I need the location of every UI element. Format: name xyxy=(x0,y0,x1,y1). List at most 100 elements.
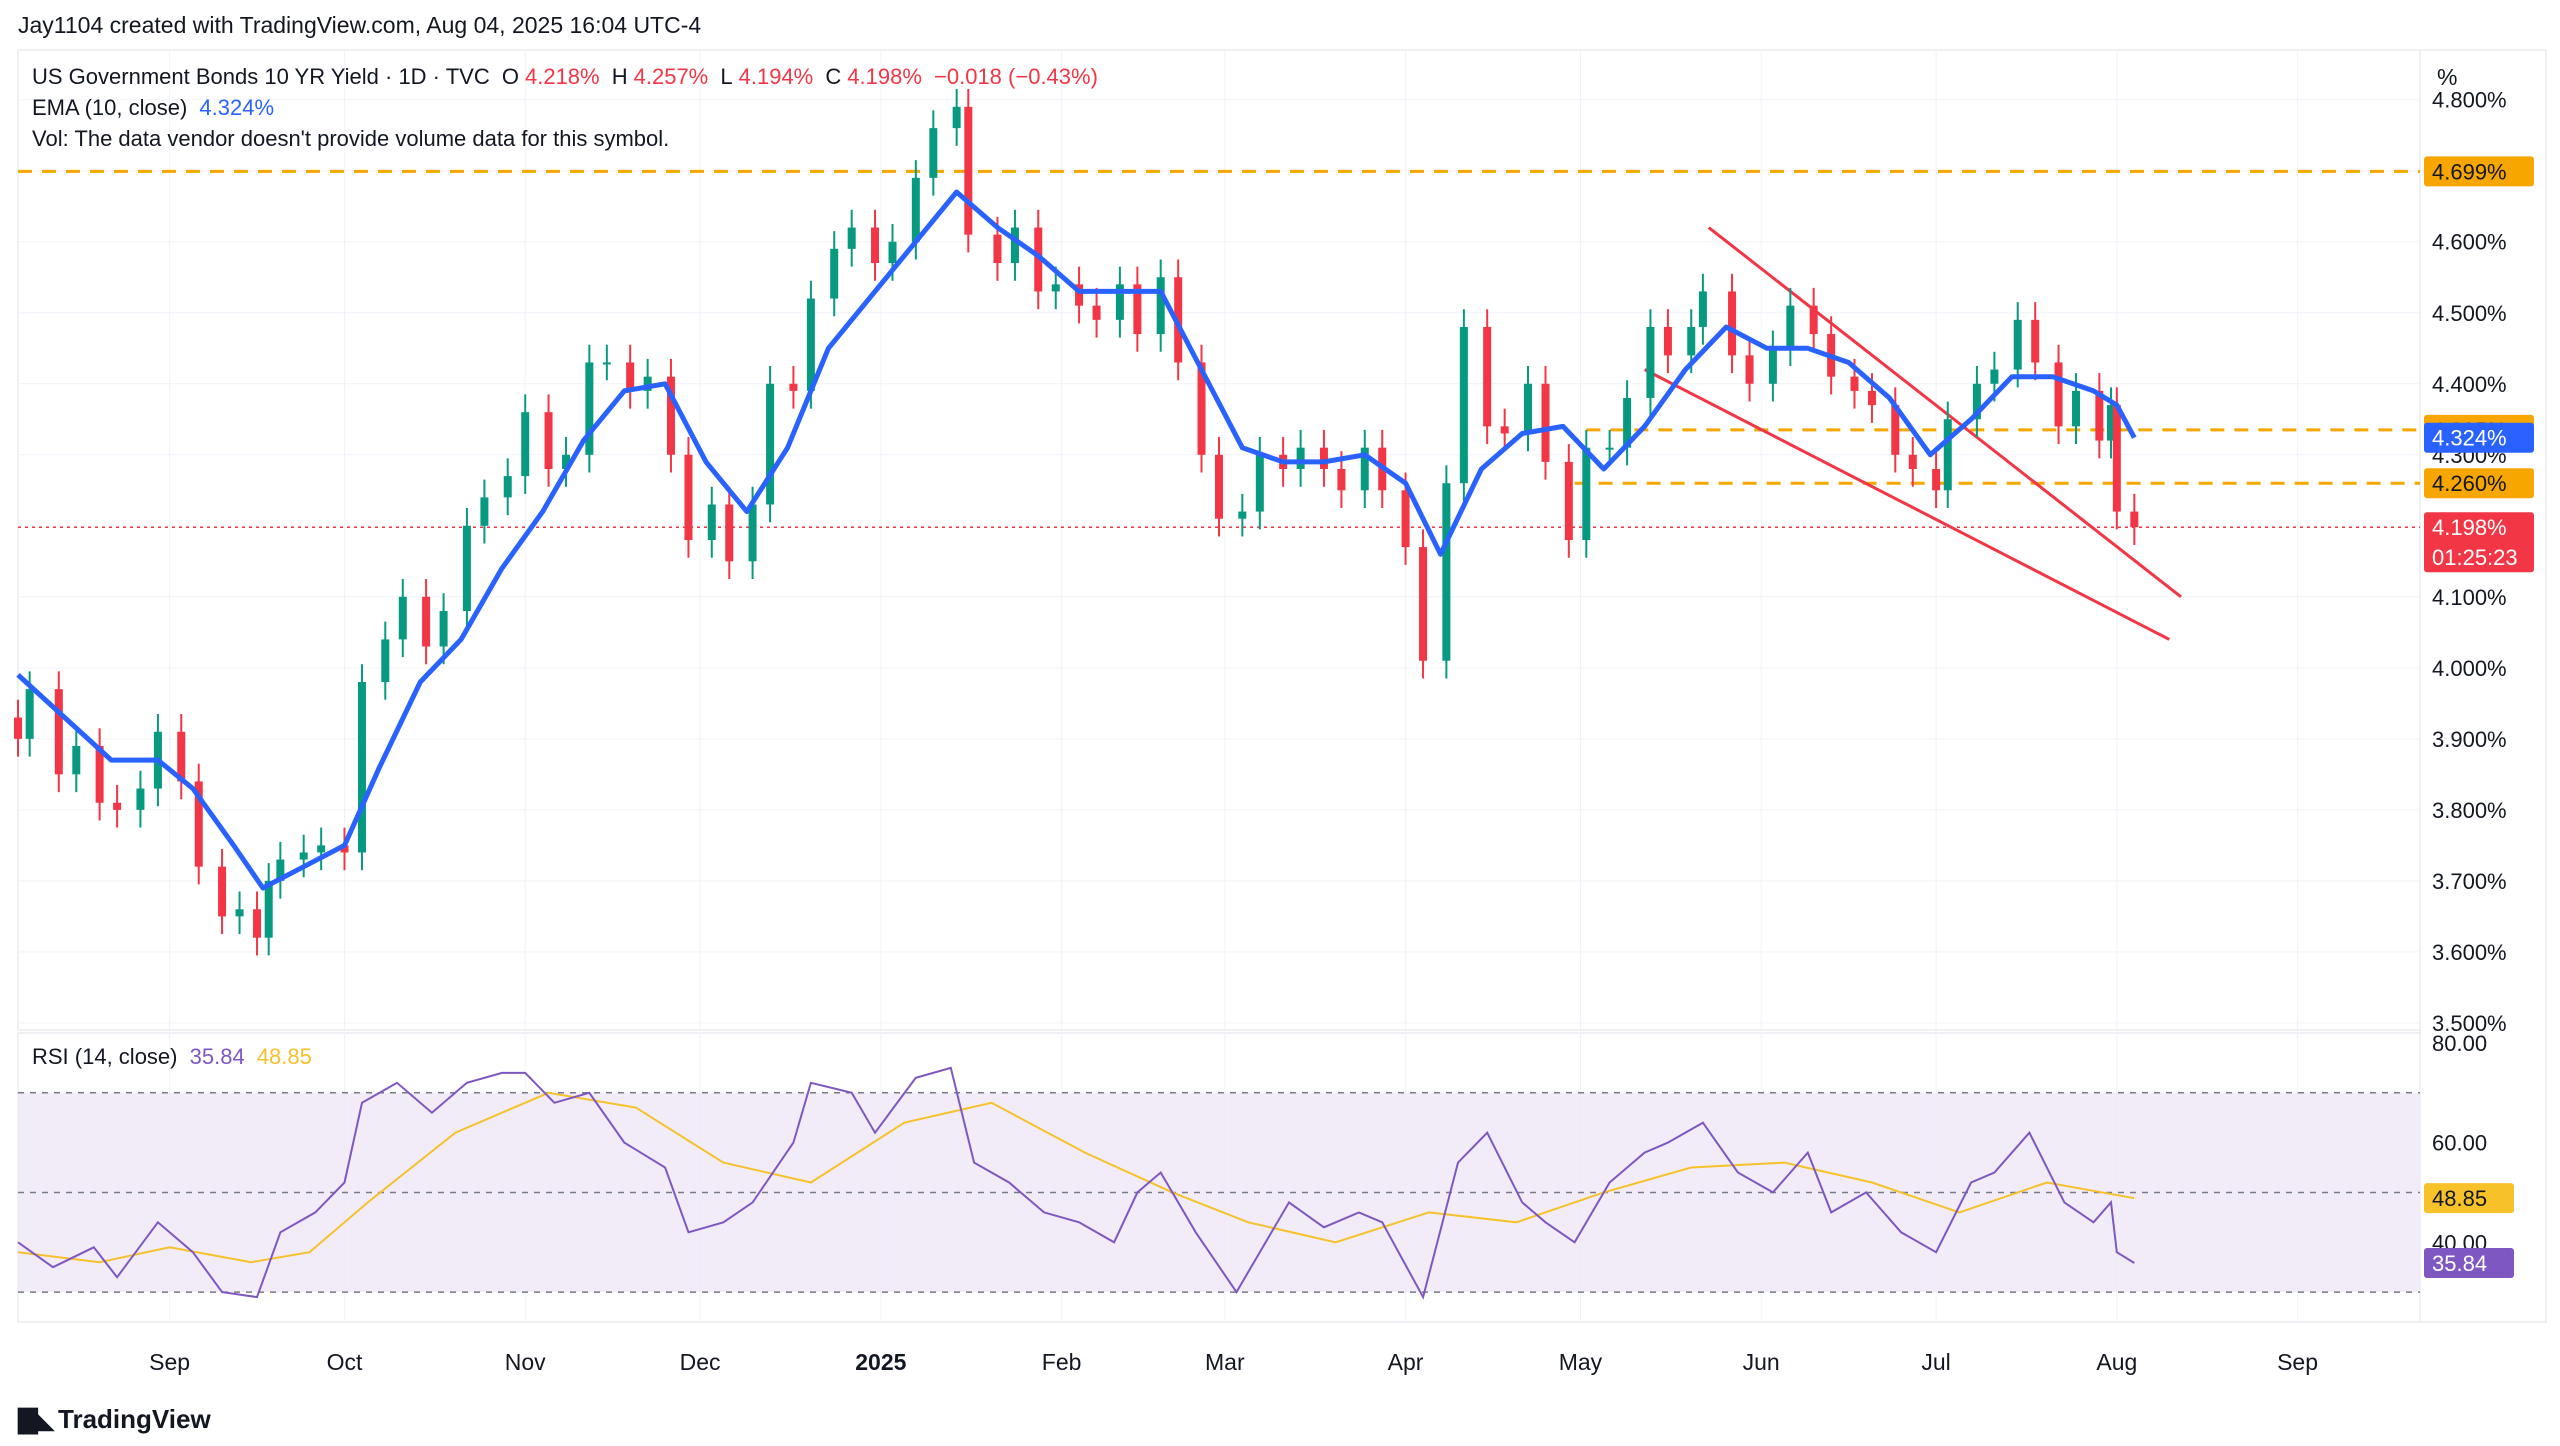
candle[interactable] xyxy=(1034,227,1043,292)
candle[interactable] xyxy=(1809,305,1818,335)
candle[interactable] xyxy=(929,128,938,178)
ema-line[interactable] xyxy=(16,189,2137,891)
candle[interactable] xyxy=(1605,447,1614,450)
candle[interactable] xyxy=(602,362,611,365)
price-unit-label[interactable]: % xyxy=(2437,64,2458,90)
candle[interactable] xyxy=(1891,405,1900,455)
candle[interactable] xyxy=(95,745,104,803)
candle[interactable] xyxy=(177,731,186,782)
candle[interactable] xyxy=(1990,369,1999,384)
candle[interactable] xyxy=(357,682,366,853)
candle[interactable] xyxy=(952,106,961,129)
candle[interactable] xyxy=(1133,284,1142,335)
candle[interactable] xyxy=(1092,305,1101,320)
candle[interactable] xyxy=(194,781,203,867)
candle[interactable] xyxy=(72,745,81,775)
candle[interactable] xyxy=(993,234,1002,264)
candle[interactable] xyxy=(276,859,285,881)
candle[interactable] xyxy=(54,689,63,775)
candle[interactable] xyxy=(14,717,22,739)
candle[interactable] xyxy=(847,227,856,249)
candle[interactable] xyxy=(544,412,553,469)
candle[interactable] xyxy=(422,596,431,647)
candle[interactable] xyxy=(830,248,839,299)
candle[interactable] xyxy=(398,596,407,640)
candle[interactable] xyxy=(1867,390,1876,406)
candle[interactable] xyxy=(1319,447,1328,469)
candle[interactable] xyxy=(1698,291,1707,327)
tradingview-logo[interactable]: ▇◣ TradingView xyxy=(18,1404,211,1435)
candle[interactable] xyxy=(1419,547,1428,661)
candle[interactable] xyxy=(684,454,693,540)
candle[interactable] xyxy=(1943,419,1952,491)
candle[interactable] xyxy=(888,241,897,264)
candle[interactable] xyxy=(1197,362,1206,455)
candle[interactable] xyxy=(707,504,716,540)
candle[interactable] xyxy=(1786,305,1795,349)
candle[interactable] xyxy=(871,227,880,264)
candle[interactable] xyxy=(2013,319,2022,370)
candle[interactable] xyxy=(1745,355,1754,384)
candle[interactable] xyxy=(1401,490,1410,548)
candle[interactable] xyxy=(2072,390,2081,427)
candle[interactable] xyxy=(1483,326,1492,427)
candle[interactable] xyxy=(299,852,308,860)
candle[interactable] xyxy=(964,106,973,235)
candle[interactable] xyxy=(317,845,326,853)
candle[interactable] xyxy=(1850,376,1859,391)
candle[interactable] xyxy=(218,866,227,917)
symbol-name[interactable]: US Government Bonds 10 YR Yield · 1D · T… xyxy=(32,64,490,89)
candle[interactable] xyxy=(1932,468,1941,491)
candle[interactable] xyxy=(1360,447,1369,491)
candle[interactable] xyxy=(503,476,512,498)
candle[interactable] xyxy=(766,383,775,505)
candle[interactable] xyxy=(1768,348,1777,384)
candle[interactable] xyxy=(136,788,145,810)
candle[interactable] xyxy=(1075,284,1084,306)
price-axis[interactable] xyxy=(2419,49,2547,1323)
candle[interactable] xyxy=(585,362,594,455)
candle[interactable] xyxy=(462,525,471,612)
candle[interactable] xyxy=(2107,405,2116,441)
candle[interactable] xyxy=(1010,227,1019,264)
candle[interactable] xyxy=(235,909,244,917)
candle[interactable] xyxy=(340,845,349,853)
candle[interactable] xyxy=(626,362,635,391)
candle[interactable] xyxy=(1238,511,1247,519)
candle[interactable] xyxy=(1728,291,1737,356)
rsi-label[interactable]: RSI (14, close) xyxy=(32,1044,178,1069)
candle[interactable] xyxy=(1541,383,1550,462)
trendline[interactable] xyxy=(1643,368,2170,641)
candle[interactable] xyxy=(1337,468,1346,491)
candle[interactable] xyxy=(2095,390,2104,441)
candle[interactable] xyxy=(480,497,489,526)
candle[interactable] xyxy=(1582,447,1591,540)
candle[interactable] xyxy=(253,909,262,938)
rsi-ma-line[interactable] xyxy=(17,1091,2135,1264)
candle[interactable] xyxy=(1500,426,1509,434)
candle[interactable] xyxy=(643,376,652,391)
candle[interactable] xyxy=(1215,454,1223,519)
candle[interactable] xyxy=(1115,284,1124,320)
candle[interactable] xyxy=(1687,326,1696,356)
candle[interactable] xyxy=(725,504,734,562)
candle[interactable] xyxy=(1623,397,1632,448)
candle[interactable] xyxy=(789,383,798,391)
ema-label[interactable]: EMA (10, close) xyxy=(32,95,188,120)
candle[interactable] xyxy=(2112,405,2121,512)
rsi-line[interactable] xyxy=(17,1066,2135,1300)
candle[interactable] xyxy=(1564,461,1573,540)
candle[interactable] xyxy=(1646,326,1655,398)
candle[interactable] xyxy=(1908,454,1917,469)
candle[interactable] xyxy=(113,802,122,810)
candle[interactable] xyxy=(521,412,530,477)
candle[interactable] xyxy=(1523,383,1532,434)
candle[interactable] xyxy=(1156,277,1165,335)
candle[interactable] xyxy=(1442,483,1451,661)
candle[interactable] xyxy=(1051,284,1060,292)
candle[interactable] xyxy=(1255,454,1264,512)
candle[interactable] xyxy=(25,689,34,739)
candle[interactable] xyxy=(806,298,815,391)
candle[interactable] xyxy=(666,376,675,455)
